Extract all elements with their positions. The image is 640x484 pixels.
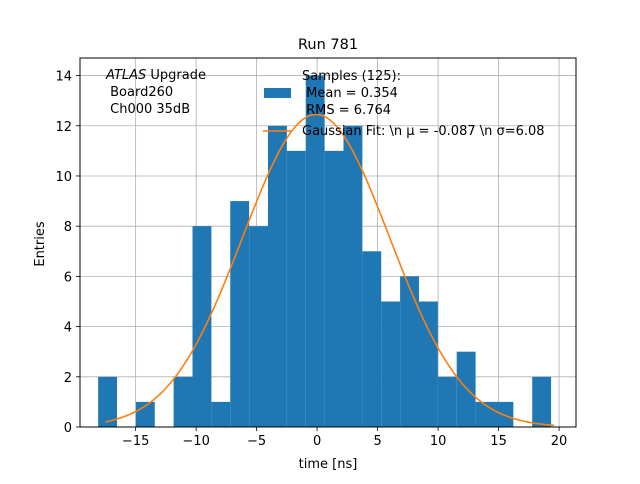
y-tick-label: 10 <box>55 170 72 185</box>
annotation-line-1-rest: Upgrade <box>146 68 206 83</box>
x-tick-label: 5 <box>373 434 381 449</box>
x-tick-label: 0 <box>313 434 321 449</box>
histogram-bar <box>343 125 363 427</box>
x-axis-ticks: −15 −10 −5 0 5 10 15 20 <box>122 427 567 449</box>
histogram-bar <box>192 226 212 427</box>
y-axis-label: Entries <box>33 221 48 267</box>
histogram-bar <box>324 150 344 427</box>
x-tick-label: −5 <box>247 434 266 449</box>
histogram-bar <box>437 376 457 427</box>
x-tick-label: 10 <box>430 434 447 449</box>
histogram-bar <box>230 201 250 427</box>
y-tick-label: 4 <box>64 321 72 336</box>
y-tick-label: 14 <box>55 70 72 85</box>
x-axis-label: time [ns] <box>299 457 358 472</box>
plot-frame <box>79 57 577 428</box>
histogram-bar <box>400 276 419 427</box>
legend-hist-line-2: Mean = 0.354 <box>302 86 398 101</box>
legend-hist-line-3: RMS = 6.764 <box>302 103 391 118</box>
gaussian-fit-curve <box>105 113 555 427</box>
legend: Samples (125): Mean = 0.354 RMS = 6.764 … <box>263 69 545 139</box>
x-tick-label: −15 <box>122 434 149 449</box>
histogram-bar <box>305 75 325 428</box>
chart-title: Run 781 <box>298 37 358 53</box>
histogram-bar <box>286 150 306 427</box>
y-tick-label: 2 <box>64 371 72 386</box>
histogram-bar <box>532 376 552 427</box>
histogram-bar <box>267 125 287 427</box>
histogram-bar <box>381 301 401 427</box>
y-tick-label: 8 <box>64 220 72 235</box>
histogram-bar <box>249 226 268 427</box>
histogram-bar <box>456 351 476 427</box>
x-tick-label: 20 <box>551 434 568 449</box>
histogram-bar <box>173 376 193 427</box>
x-tick-label: −10 <box>182 434 209 449</box>
y-axis-ticks: 0 2 4 6 8 10 12 14 <box>55 70 80 436</box>
annotation-line-3: Ch000 35dB <box>106 102 190 117</box>
histogram-bar <box>362 251 382 427</box>
y-tick-label: 0 <box>64 421 72 436</box>
y-tick-label: 6 <box>64 270 72 285</box>
legend-hist-swatch <box>264 88 291 98</box>
histogram-bar <box>98 376 118 427</box>
histogram-bar <box>211 401 231 427</box>
legend-fit-label: Gaussian Fit: \n μ = -0.087 \n σ=6.08 <box>302 124 545 139</box>
y-tick-label: 12 <box>55 120 72 135</box>
annotation-line-1: ATLAS Upgrade <box>105 68 206 83</box>
atlas-italic: ATLAS <box>105 68 146 83</box>
annotation-line-2: Board260 <box>106 85 173 100</box>
histogram-bar <box>418 301 438 427</box>
histogram-bar <box>475 401 495 427</box>
atlas-annotation: ATLAS Upgrade Board260 Ch000 35dB <box>105 68 206 117</box>
bars-layer <box>98 75 552 428</box>
x-tick-label: 15 <box>490 434 507 449</box>
legend-hist-line-1: Samples (125): <box>302 69 401 84</box>
